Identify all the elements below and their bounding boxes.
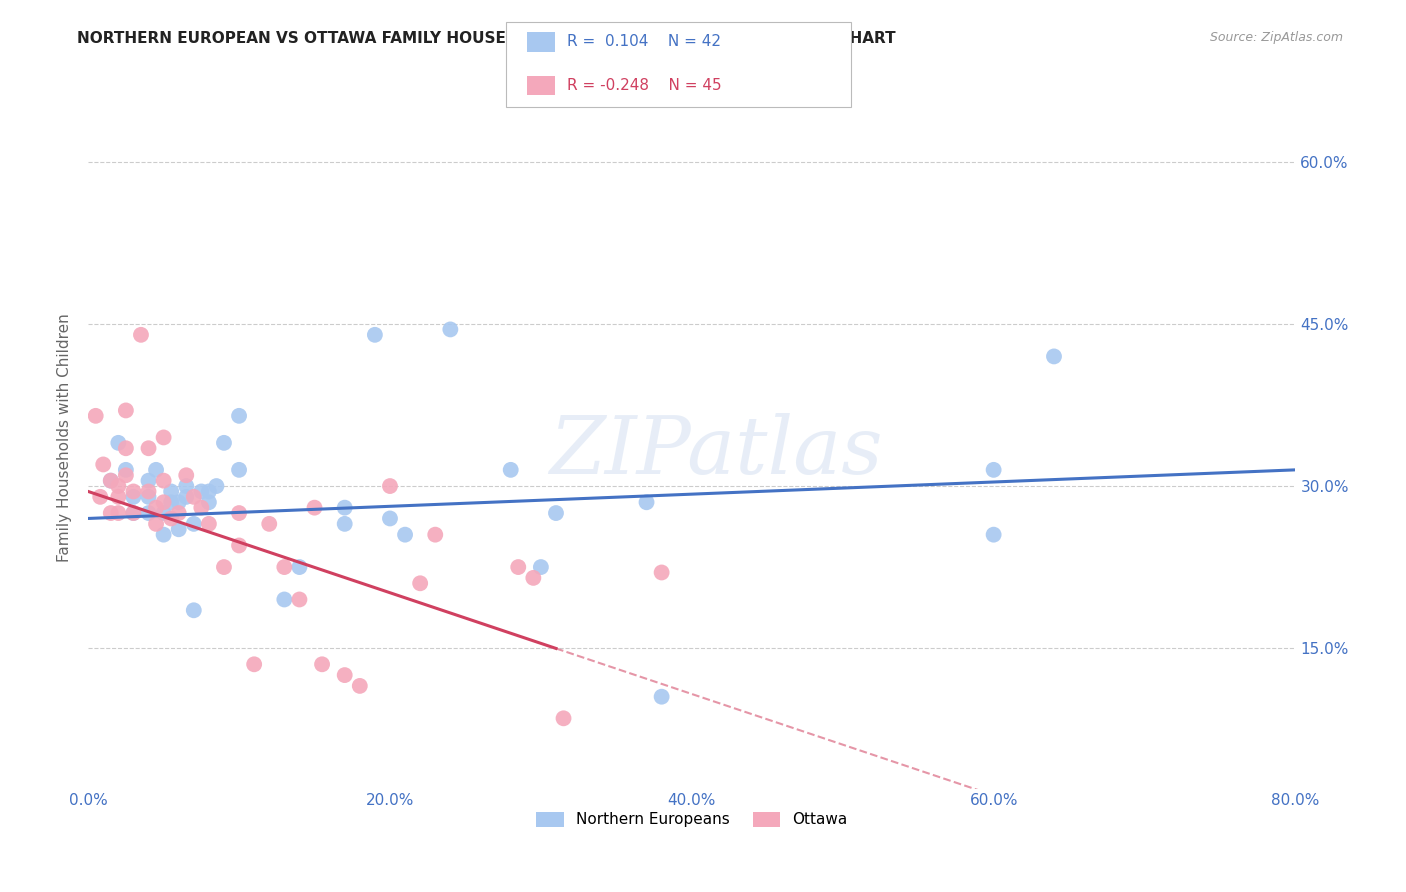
- Point: [100, 506, 122, 520]
- Point: [138, 474, 160, 488]
- Point: [107, 479, 129, 493]
- Point: [983, 527, 1005, 541]
- Point: [152, 506, 174, 520]
- Point: [228, 463, 250, 477]
- Point: [89, 490, 111, 504]
- Point: [152, 430, 174, 444]
- Point: [115, 463, 138, 477]
- Point: [107, 435, 129, 450]
- Point: [160, 511, 183, 525]
- Point: [115, 403, 138, 417]
- Y-axis label: Family Households with Children: Family Households with Children: [58, 313, 72, 562]
- Point: [378, 511, 401, 525]
- Point: [333, 516, 356, 531]
- Point: [122, 506, 145, 520]
- Point: [273, 560, 295, 574]
- Point: [636, 495, 658, 509]
- Point: [378, 479, 401, 493]
- Point: [243, 657, 266, 672]
- Point: [107, 506, 129, 520]
- Point: [167, 522, 190, 536]
- Point: [100, 474, 122, 488]
- Point: [198, 495, 221, 509]
- Point: [190, 484, 212, 499]
- Point: [333, 668, 356, 682]
- Text: R =  0.104    N = 42: R = 0.104 N = 42: [567, 35, 721, 49]
- Point: [138, 490, 160, 504]
- Point: [228, 409, 250, 423]
- Point: [212, 435, 235, 450]
- Point: [304, 500, 326, 515]
- Text: ZIPatlas: ZIPatlas: [550, 413, 883, 491]
- Point: [530, 560, 553, 574]
- Point: [651, 690, 673, 704]
- Point: [1043, 350, 1066, 364]
- Point: [91, 458, 114, 472]
- Point: [499, 463, 522, 477]
- Point: [152, 474, 174, 488]
- Point: [115, 442, 138, 456]
- Point: [553, 711, 575, 725]
- Point: [145, 463, 167, 477]
- Point: [425, 527, 447, 541]
- Point: [183, 490, 205, 504]
- Point: [138, 484, 160, 499]
- Text: NORTHERN EUROPEAN VS OTTAWA FAMILY HOUSEHOLDS WITH CHILDREN CORRELATION CHART: NORTHERN EUROPEAN VS OTTAWA FAMILY HOUSE…: [77, 31, 896, 46]
- Point: [138, 442, 160, 456]
- Point: [228, 506, 250, 520]
- Text: Source: ZipAtlas.com: Source: ZipAtlas.com: [1209, 31, 1343, 45]
- Point: [257, 516, 280, 531]
- Point: [160, 495, 183, 509]
- Point: [152, 527, 174, 541]
- Point: [152, 495, 174, 509]
- Point: [190, 500, 212, 515]
- Point: [122, 484, 145, 499]
- Point: [167, 506, 190, 520]
- Point: [198, 484, 221, 499]
- Point: [122, 506, 145, 520]
- Legend: Northern Europeans, Ottawa: Northern Europeans, Ottawa: [530, 805, 853, 833]
- Point: [288, 592, 311, 607]
- Point: [183, 603, 205, 617]
- Point: [160, 484, 183, 499]
- Point: [508, 560, 530, 574]
- Point: [333, 500, 356, 515]
- Point: [115, 468, 138, 483]
- Point: [349, 679, 371, 693]
- Point: [174, 490, 197, 504]
- Point: [145, 500, 167, 515]
- Point: [522, 571, 544, 585]
- Point: [311, 657, 333, 672]
- Point: [439, 322, 461, 336]
- Point: [394, 527, 416, 541]
- Point: [288, 560, 311, 574]
- Point: [651, 566, 673, 580]
- Point: [198, 516, 221, 531]
- Point: [183, 516, 205, 531]
- Point: [84, 409, 107, 423]
- Point: [364, 327, 387, 342]
- Point: [138, 506, 160, 520]
- Point: [107, 490, 129, 504]
- Point: [145, 516, 167, 531]
- Point: [100, 474, 122, 488]
- Point: [273, 592, 295, 607]
- Point: [212, 560, 235, 574]
- Point: [544, 506, 567, 520]
- Point: [409, 576, 432, 591]
- Point: [205, 479, 228, 493]
- Point: [228, 539, 250, 553]
- Point: [174, 479, 197, 493]
- Point: [167, 495, 190, 509]
- Point: [983, 463, 1005, 477]
- Text: R = -0.248    N = 45: R = -0.248 N = 45: [567, 78, 721, 93]
- Point: [174, 468, 197, 483]
- Point: [129, 327, 152, 342]
- Point: [122, 490, 145, 504]
